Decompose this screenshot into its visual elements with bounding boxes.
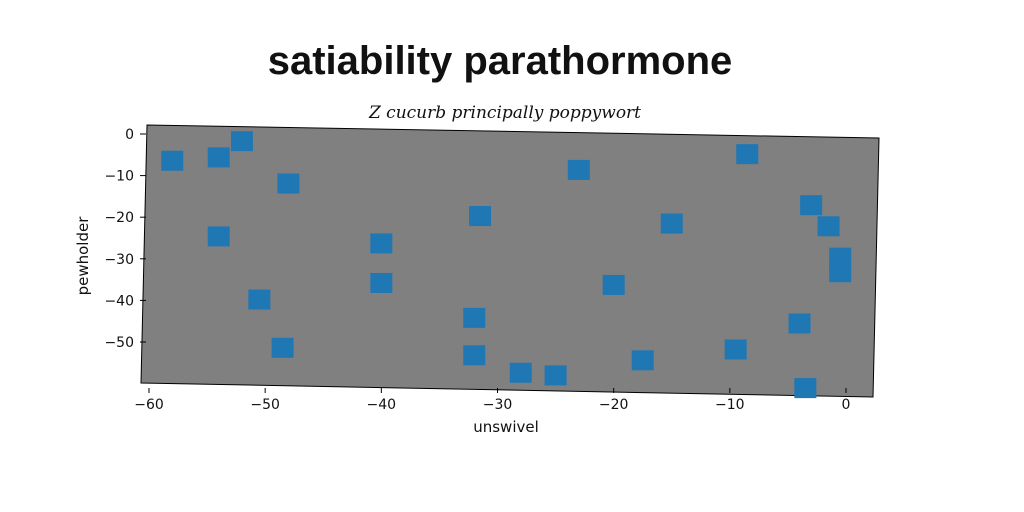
x-tick-label: −40	[367, 397, 397, 413]
y-tick-label: −10	[104, 169, 134, 185]
y-axis-ticks: 0 −10 −20 −30 −40 −50	[104, 127, 146, 351]
y-tick-label: −20	[104, 210, 134, 226]
data-point	[736, 144, 759, 165]
data-point	[207, 147, 230, 168]
y-axis-label: pewholder	[74, 216, 92, 296]
plot-area	[140, 124, 880, 398]
data-point	[248, 289, 271, 310]
data-point	[230, 131, 253, 152]
data-point	[277, 173, 300, 194]
data-point	[660, 213, 683, 234]
x-tick-label: −60	[134, 397, 164, 413]
data-point	[463, 345, 486, 366]
y-tick-label: −40	[104, 293, 134, 309]
data-point	[631, 350, 654, 371]
data-point	[800, 195, 823, 216]
data-point	[794, 378, 817, 399]
data-point	[161, 150, 184, 171]
data-point	[817, 216, 840, 237]
data-point	[463, 307, 486, 328]
y-tick-label: −50	[104, 335, 134, 351]
data-point	[207, 226, 230, 247]
data-points	[161, 131, 852, 399]
data-point	[724, 339, 747, 360]
x-tick-label: −30	[483, 397, 513, 413]
data-point	[788, 313, 811, 334]
data-point	[370, 272, 393, 293]
x-axis-ticks: −60 −50 −40 −30 −20 −10 0	[134, 388, 850, 413]
y-tick-label: −30	[104, 252, 134, 268]
data-point	[509, 362, 532, 383]
x-tick-label: −20	[599, 397, 629, 413]
data-point	[370, 233, 393, 254]
x-tick-label: 0	[842, 397, 851, 413]
x-axis-label: unswivel	[473, 418, 539, 436]
chart-title: satiability parathormone	[268, 39, 733, 83]
data-point	[544, 365, 567, 386]
data-point	[469, 206, 492, 227]
data-point	[567, 159, 590, 180]
y-tick-label: 0	[125, 127, 134, 143]
data-point	[602, 274, 625, 295]
data-point	[271, 337, 294, 358]
data-point	[829, 262, 852, 283]
chart-subtitle: Z cucurb principally poppywort	[368, 103, 641, 123]
x-tick-label: −10	[715, 397, 745, 413]
x-tick-label: −50	[250, 397, 280, 413]
